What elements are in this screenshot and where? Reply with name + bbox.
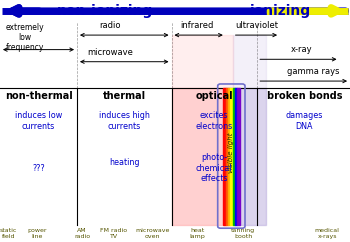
Text: broken bonds: broken bonds	[267, 91, 342, 101]
Text: power
line: power line	[27, 228, 47, 239]
Text: ultraviolet: ultraviolet	[236, 21, 279, 30]
Text: visible light: visible light	[228, 132, 235, 173]
Text: microwave: microwave	[87, 47, 133, 57]
Text: excites
electrons: excites electrons	[196, 111, 233, 131]
Text: FM radio
TV: FM radio TV	[100, 228, 127, 239]
Text: radio: radio	[99, 21, 121, 30]
Bar	[223, 88, 226, 225]
Bar	[233, 88, 266, 225]
Text: non-ionizing: non-ionizing	[57, 4, 153, 18]
Text: tanning
booth: tanning booth	[231, 228, 255, 239]
Text: AM
radio: AM radio	[74, 228, 90, 239]
Text: ionizing: ionizing	[250, 4, 310, 18]
Text: medical
x-rays: medical x-rays	[315, 228, 340, 239]
Bar	[172, 88, 233, 225]
Text: induces low
currents: induces low currents	[15, 111, 62, 131]
Bar	[233, 88, 235, 225]
Bar	[226, 88, 228, 225]
Text: infrared: infrared	[180, 21, 214, 30]
Text: heat
lamp: heat lamp	[190, 228, 205, 239]
Text: induces high
currents: induces high currents	[99, 111, 150, 131]
Text: ???: ???	[32, 164, 45, 173]
Text: non-thermal: non-thermal	[5, 91, 72, 101]
Text: heating: heating	[109, 158, 140, 167]
Text: photo-
chemical
effects: photo- chemical effects	[196, 153, 232, 183]
Text: optical: optical	[195, 91, 233, 101]
Text: extremely
low
frequency: extremely low frequency	[5, 23, 44, 53]
Bar	[172, 35, 233, 88]
Bar	[235, 88, 237, 225]
Text: static
field: static field	[0, 228, 18, 239]
Text: damages
DNA: damages DNA	[286, 111, 323, 131]
Text: x-ray: x-ray	[290, 45, 312, 54]
Text: thermal: thermal	[103, 91, 146, 101]
Text: microwave
oven: microwave oven	[135, 228, 169, 239]
Bar	[230, 88, 233, 225]
Text: gamma rays: gamma rays	[287, 67, 340, 76]
Bar	[228, 88, 230, 225]
Bar	[237, 88, 240, 225]
Bar	[233, 35, 266, 88]
